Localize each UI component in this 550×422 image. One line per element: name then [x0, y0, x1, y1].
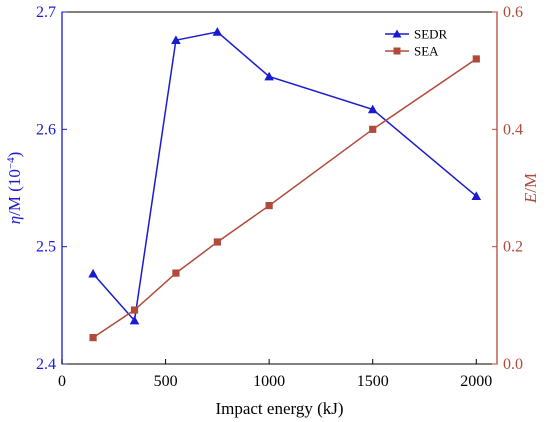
left-axis-label-symbol: η: [5, 216, 24, 224]
series-point-sedr: [264, 71, 274, 81]
left-axis-label-unit: /M (10: [5, 169, 24, 216]
series-point-sea: [89, 334, 97, 342]
right-axis-label: E/M: [521, 173, 540, 204]
right-tick-label: 0.0: [503, 356, 523, 373]
series-line-sea: [92, 58, 477, 339]
left-tick-label: 2.6: [36, 121, 56, 138]
series-point-sedr: [129, 315, 140, 325]
left-axis-label-exponent: −4: [5, 157, 17, 169]
series-point-sedr: [212, 27, 223, 36]
series-point-sedr: [171, 35, 181, 44]
series-point-sea: [213, 238, 221, 246]
legend-label-sea: SEA: [414, 44, 439, 59]
right-tick-label: 0.2: [503, 239, 523, 256]
x-axis-label: Impact energy (kJ): [215, 399, 343, 418]
series-point-sedr: [471, 191, 482, 201]
left-axis-label: η/M (10−4): [5, 152, 24, 225]
left-tick-label: 2.5: [36, 239, 56, 256]
series-point-sea: [369, 125, 377, 133]
left-axis-label-close: ): [5, 152, 24, 158]
series-point-sea: [172, 269, 180, 277]
series-point-sea: [130, 306, 139, 314]
series-layer: [88, 27, 482, 342]
legend-label-sedr: SEDR: [414, 27, 448, 42]
legend-marker-sea: [393, 47, 401, 55]
plot-frame: [61, 11, 498, 365]
series-point-sea: [265, 202, 273, 210]
right-tick-label: 0.4: [503, 121, 523, 138]
x-tick-label: 500: [154, 373, 178, 390]
series-line-sedr: [92, 31, 477, 323]
right-axis-ticks: 0.0 0.2 0.4 0.6: [492, 4, 523, 373]
right-tick-label: 0.6: [503, 4, 523, 21]
x-tick-label: 1000: [253, 373, 285, 390]
legend-marker-sedr: [392, 29, 402, 38]
left-tick-label: 2.7: [36, 4, 56, 21]
series-point-sedr: [367, 104, 378, 114]
x-tick-label: 0: [58, 373, 66, 390]
right-axis-label-symbol: E: [521, 192, 540, 204]
legend: SEDR SEA: [385, 27, 448, 59]
series-point-sea: [472, 55, 480, 63]
x-tick-label: 1500: [357, 373, 389, 390]
x-axis-ticks: 0 500 1000 1500 2000: [58, 359, 492, 390]
left-axis-ticks: 2.4 2.5 2.6 2.7: [36, 4, 67, 373]
series-point-sedr: [88, 268, 98, 278]
left-tick-label: 2.4: [36, 356, 56, 373]
right-axis-label-unit: /M: [521, 173, 540, 193]
x-tick-label: 2000: [460, 373, 492, 390]
